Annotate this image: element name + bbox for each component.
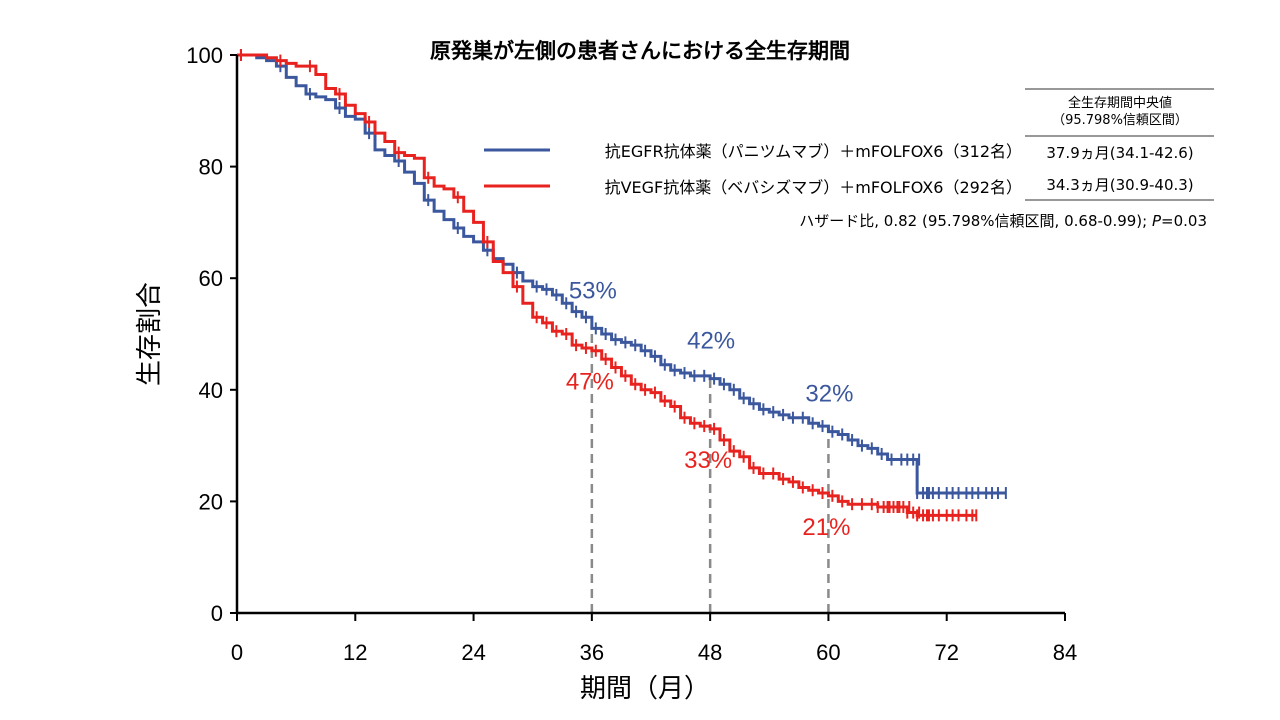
y-tick-label: 60 [199, 266, 223, 291]
x-tick-label: 12 [343, 640, 367, 665]
x-tick-label: 48 [698, 640, 722, 665]
survival-curve-egfr [237, 53, 1006, 495]
y-axis-label: 生存割合 [135, 282, 165, 386]
y-axis-ticks: 0 20 40 60 80 100 [186, 43, 237, 626]
y-tick-label: 20 [199, 489, 223, 514]
x-tick-label: 60 [816, 640, 840, 665]
y-tick-label: 100 [186, 43, 223, 68]
annotation-egfr: 53% [569, 277, 617, 304]
table-header-line2: （95.798%信頼区間） [1052, 113, 1188, 128]
survival-curves [237, 49, 1007, 522]
x-axis-label: 期間（月） [580, 674, 710, 704]
x-tick-label: 36 [580, 640, 604, 665]
median-egfr: 37.9ヵ月(34.1-42.6) [1046, 144, 1193, 162]
annotation-egfr: 32% [805, 381, 853, 408]
p-value: =0.03 [1161, 212, 1207, 230]
annotation-vegf: 33% [684, 447, 732, 474]
median-vegf: 34.3ヵ月(30.9-40.3) [1046, 176, 1193, 194]
chart-title: 原発巣が左側の患者さんにおける全生存期間 [430, 39, 850, 63]
annotation-vegf: 47% [566, 369, 614, 396]
legend-label-egfr: 抗EGFR抗体薬（パニツムマブ）＋mFOLFOX6（312名） [605, 142, 1022, 161]
y-tick-label: 40 [199, 378, 223, 403]
hazard-ratio: ハザード比, 0.82 (95.798%信頼区間, 0.68-0.99); P=… [799, 212, 1207, 230]
legend-label-vegf: 抗VEGF抗体薬（ベバシズマブ）＋mFOLFOX6（292名） [605, 178, 1022, 197]
x-tick-label: 72 [934, 640, 958, 665]
annotation-egfr: 42% [687, 328, 735, 355]
y-tick-label: 0 [211, 601, 223, 626]
p-label: P [1152, 212, 1162, 230]
table-header-line1: 全生存期間中央値 [1068, 95, 1172, 111]
annotation-vegf: 21% [802, 514, 850, 541]
y-tick-label: 80 [199, 155, 223, 180]
hazard-ratio-text: ハザード比, 0.82 (95.798%信頼区間, 0.68-0.99); [799, 212, 1152, 230]
x-tick-label: 84 [1053, 640, 1077, 665]
x-axis-ticks: 0 12 24 36 48 60 72 84 [231, 613, 1077, 665]
legend-table: 全生存期間中央値 （95.798%信頼区間） 抗EGFR抗体薬（パニツムマブ）＋… [484, 88, 1214, 230]
reference-lines [590, 328, 830, 613]
x-tick-label: 24 [461, 640, 485, 665]
percent-annotations: 53% 42% 32% 47% 33% 21% [566, 277, 854, 540]
x-tick-label: 0 [231, 640, 243, 665]
